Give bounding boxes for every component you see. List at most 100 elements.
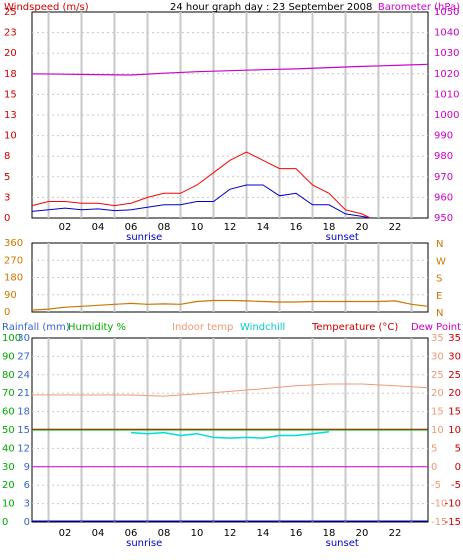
panel3-temp-right-tick: 20: [448, 388, 461, 399]
panel1-right-tick: 1010: [434, 89, 459, 100]
panel3-rain-tick: 24: [17, 370, 30, 381]
panel3-temp-right-tick: 35: [448, 333, 461, 344]
panel3-humidity-tick: 60: [2, 407, 15, 418]
panel2-right-tick: N: [436, 239, 443, 250]
panel1-right-tick: 1030: [434, 48, 459, 59]
panel1-left-tick: 25: [4, 7, 17, 18]
panel1-left-tick: 18: [4, 69, 17, 80]
panel3-x-tick: 04: [92, 528, 105, 539]
panel1-sunset-label: sunset: [326, 232, 359, 243]
panel1-x-tick: 22: [389, 222, 402, 233]
panel3-temp-right-tick: -15: [445, 517, 461, 528]
panel3-temp-right-tick: 10: [448, 425, 461, 436]
panel3-x-tick: 08: [158, 528, 171, 539]
panel3-temp-left-tick: -10: [431, 499, 447, 510]
panel3-x-tick: 02: [59, 528, 72, 539]
panel1-x-tick: 16: [290, 222, 303, 233]
panel3-humidity-tick: 20: [2, 480, 15, 491]
panel3-rain-tick: 27: [17, 351, 30, 362]
panel3-temp-right-tick: 25: [448, 370, 461, 381]
panel3-sunset-label: sunset: [326, 538, 359, 549]
panel3-humidity-tick: 40: [2, 443, 15, 454]
panel1-right-tick: 990: [434, 131, 453, 142]
panel3-humidity-tick: 70: [2, 388, 15, 399]
panel3-rain-tick: 6: [24, 480, 30, 491]
panel1-right-tick: 1040: [434, 28, 459, 39]
panel1-right-tick: 960: [434, 192, 453, 203]
panel3-temp-left-tick: 25: [431, 370, 444, 381]
panel3-sunrise-label: sunrise: [126, 538, 162, 549]
panel1-x-tick: 18: [323, 222, 336, 233]
panel1-left-tick: 3: [4, 192, 10, 203]
panel3-temp-left-tick: 5: [431, 443, 437, 454]
panel3-temp-left-tick: 0: [431, 462, 437, 473]
panel1-left-tick: 20: [4, 48, 17, 59]
panel1-x-tick: 08: [158, 222, 171, 233]
panel3-humidity-label: Humidity %: [68, 322, 126, 333]
panel1-series-barometer-hpa-: [31, 63, 429, 76]
panel3-dewpoint-label: Dew Point: [411, 322, 461, 333]
panel3-rain-tick: 15: [17, 425, 30, 436]
panel3-temp-left-tick: -15: [431, 517, 447, 528]
panel1-right-tick: 1000: [434, 110, 459, 121]
panel2-left-tick: 270: [4, 255, 23, 266]
panel2-left-tick: 0: [4, 307, 10, 318]
panel1-x-tick: 04: [92, 222, 105, 233]
panel3-rain-tick: 0: [24, 517, 30, 528]
panel3-rain-tick: 12: [17, 443, 30, 454]
panel3-temp-right-tick: -10: [445, 499, 461, 510]
panel3-x-tick: 10: [191, 528, 204, 539]
panel2-right-tick: N: [436, 308, 443, 319]
panel1-x-tick: 10: [191, 222, 204, 233]
panel1-left-tick: 15: [4, 89, 17, 100]
panel1-sunrise-label: sunrise: [126, 232, 162, 243]
panel2-series-wind-direction: [31, 299, 429, 311]
panel3-x-tick: 22: [389, 528, 402, 539]
panel3-humidity-tick: 0: [2, 517, 8, 528]
panel3-rain-tick: 3: [24, 499, 30, 510]
panel3-temperature-label: Temperature (°C): [311, 322, 398, 333]
panel3-x-tick: 14: [257, 528, 270, 539]
panel3-series-indoor-temp: [32, 383, 429, 397]
panel1-x-tick: 06: [125, 222, 138, 233]
panel1-x-tick: 14: [257, 222, 270, 233]
panel3-x-tick: 06: [125, 528, 138, 539]
panel3-temp-right-tick: 30: [448, 351, 461, 362]
panel1-title: 24 hour graph day : 23 September 2008: [170, 2, 372, 13]
panel1-left-tick: 23: [4, 28, 17, 39]
panel3-rain-tick: 21: [17, 388, 30, 399]
panel1-series-windspeed-m-s-: [31, 184, 371, 219]
panel2-right-tick: W: [436, 256, 446, 267]
panel3-temp-right-tick: 5: [455, 443, 461, 454]
panel3-x-tick: 20: [356, 528, 369, 539]
panel1-left-tick: 5: [4, 172, 10, 183]
panel3-temp-left-tick: 10: [431, 425, 444, 436]
panel1-right-axis-label: Barometer (hPa): [378, 2, 460, 13]
panel2-left-tick: 180: [4, 273, 23, 284]
panel1-left-tick: 10: [4, 131, 17, 142]
panel2-right-tick: S: [436, 274, 442, 285]
panel3-rain-tick: 9: [24, 462, 30, 473]
panel3-humidity-tick: 50: [2, 425, 15, 436]
panel1-left-tick: 13: [4, 110, 17, 121]
panel1-x-tick: 02: [59, 222, 72, 233]
panel1-right-tick: 1020: [434, 69, 459, 80]
panel3-temp-left-tick: 35: [431, 333, 444, 344]
panel1-right-tick: 1050: [434, 7, 459, 18]
panel3-rain-tick: 30: [17, 333, 30, 344]
panel3-rain-tick: 18: [17, 407, 30, 418]
panel1-right-tick: 950: [434, 213, 453, 224]
panel1-series-wind-gust-m-s-: [31, 151, 371, 219]
panel3-temp-left-tick: 30: [431, 351, 444, 362]
panel3-temp-left-tick: 15: [431, 407, 444, 418]
panel2-left-tick: 360: [4, 238, 23, 249]
panel1-left-tick: 0: [4, 213, 10, 224]
panel3-humidity-tick: 80: [2, 370, 15, 381]
panel3-indoor-label: Indoor temp: [172, 322, 233, 333]
panel3-x-tick: 18: [323, 528, 336, 539]
panel3-humidity-tick: 100: [2, 333, 21, 344]
panel3-humidity-tick: 30: [2, 462, 15, 473]
panel3-temp-left-tick: -5: [431, 480, 441, 491]
